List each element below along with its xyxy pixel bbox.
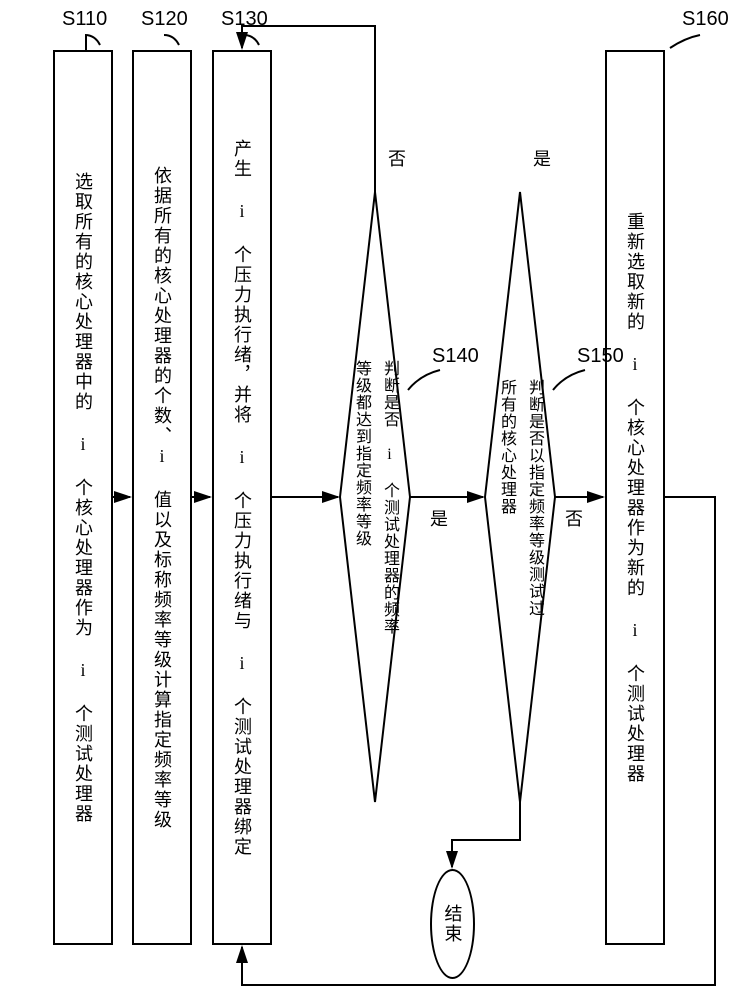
label-s130: S130 bbox=[221, 8, 268, 31]
text-d1: 判断是否 i 个测试处理器的频率 等级都达到指定频率等级 bbox=[347, 300, 403, 695]
tick-s110 bbox=[85, 35, 87, 50]
text-s120: 依据所有的核心处理器的个数、i 值以及标称频率等级计算指定频率等级 bbox=[148, 166, 176, 830]
label-s140: S140 bbox=[432, 345, 479, 368]
label-s160: S160 bbox=[682, 8, 729, 31]
d2-yes-label: 是 bbox=[533, 145, 551, 171]
label-s110: S110 bbox=[62, 8, 107, 31]
process-s160: 重新选取新的 i 个核心处理器作为新的 i 个测试处理器 bbox=[605, 50, 665, 945]
label-s120: S120 bbox=[141, 8, 188, 31]
process-s120: 依据所有的核心处理器的个数、i 值以及标称频率等级计算指定频率等级 bbox=[132, 50, 192, 945]
text-end: 结束 bbox=[439, 904, 467, 944]
process-s110: 选取所有的核心处理器中的 i 个核心处理器作为 i 个测试处理器 bbox=[53, 50, 113, 945]
d1-yes-label: 是 bbox=[430, 505, 448, 531]
text-s160: 重新选取新的 i 个核心处理器作为新的 i 个测试处理器 bbox=[621, 212, 649, 784]
d1-no-label: 否 bbox=[388, 145, 406, 171]
d2-no-label: 否 bbox=[565, 505, 583, 531]
terminator-end: 结束 bbox=[430, 869, 475, 979]
process-s130: 产生 i 个压力执行绪，并将 i 个压力执行绪与 i 个测试处理器绑定 bbox=[212, 50, 272, 945]
label-s150: S150 bbox=[577, 345, 624, 368]
text-s130: 产生 i 个压力执行绪，并将 i 个压力执行绪与 i 个测试处理器绑定 bbox=[228, 139, 256, 857]
text-s110: 选取所有的核心处理器中的 i 个核心处理器作为 i 个测试处理器 bbox=[69, 172, 97, 824]
text-d2: 判断是否以指定频率等级测试过 所有的核心处理器 bbox=[492, 300, 548, 695]
